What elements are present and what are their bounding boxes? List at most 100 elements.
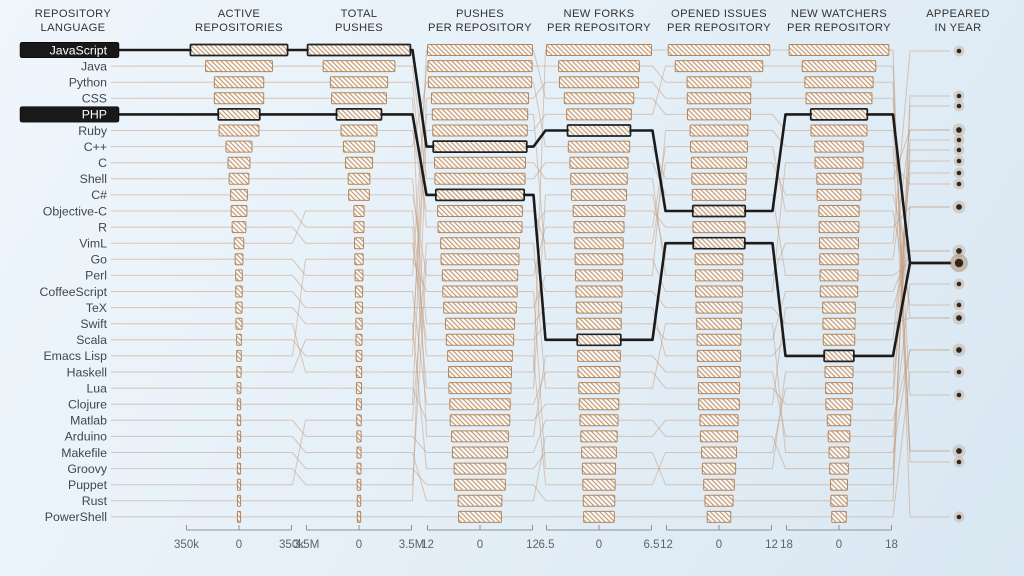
metric-bar[interactable]: [218, 124, 260, 137]
metric-bar[interactable]: [567, 140, 631, 153]
metric-bar[interactable]: [703, 478, 735, 491]
metric-bar[interactable]: [236, 333, 242, 346]
metric-bar[interactable]: [233, 237, 245, 250]
language-highlight-box[interactable]: [19, 106, 120, 123]
metric-bar[interactable]: [217, 108, 261, 121]
metric-bar[interactable]: [427, 76, 533, 89]
metric-bar[interactable]: [697, 366, 741, 378]
metric-bar[interactable]: [443, 301, 517, 314]
language-label[interactable]: Puppet: [68, 478, 108, 492]
metric-bar[interactable]: [236, 446, 242, 459]
metric-bar[interactable]: [788, 44, 890, 56]
metric-bar[interactable]: [824, 366, 854, 378]
metric-bar[interactable]: [205, 60, 273, 73]
metric-bar[interactable]: [819, 285, 859, 298]
metric-bar[interactable]: [355, 366, 363, 378]
language-label[interactable]: Emacs Lisp: [43, 349, 107, 363]
metric-bar[interactable]: [827, 430, 851, 443]
metric-bar[interactable]: [225, 140, 253, 153]
language-label[interactable]: TeX: [86, 301, 107, 315]
language-label[interactable]: JavaScript: [50, 43, 108, 57]
year-dot[interactable]: [953, 90, 965, 102]
metric-bar[interactable]: [355, 333, 363, 346]
metric-bar[interactable]: [434, 172, 526, 185]
metric-bar[interactable]: [213, 92, 265, 105]
language-label[interactable]: Go: [91, 253, 108, 267]
metric-bar[interactable]: [574, 237, 624, 250]
language-label[interactable]: Makefile: [61, 446, 107, 460]
metric-bar[interactable]: [453, 462, 507, 475]
metric-bar[interactable]: [583, 510, 615, 523]
metric-bar[interactable]: [227, 156, 251, 169]
metric-bar[interactable]: [578, 398, 620, 411]
metric-bar[interactable]: [674, 60, 764, 73]
language-label[interactable]: Clojure: [68, 398, 107, 412]
metric-bar[interactable]: [825, 398, 853, 411]
metric-bar[interactable]: [566, 124, 632, 137]
metric-bar[interactable]: [355, 301, 363, 314]
metric-bar[interactable]: [449, 398, 511, 411]
metric-bar[interactable]: [427, 44, 533, 56]
metric-bar[interactable]: [581, 462, 617, 475]
metric-bar[interactable]: [823, 349, 855, 363]
metric-bar[interactable]: [448, 382, 512, 395]
language-label[interactable]: Ruby: [78, 124, 108, 138]
metric-bar[interactable]: [347, 172, 371, 185]
year-dot[interactable]: [953, 178, 965, 190]
metric-bar[interactable]: [437, 221, 523, 234]
year-dot[interactable]: [952, 444, 966, 458]
metric-bar[interactable]: [818, 221, 860, 234]
metric-bar[interactable]: [686, 92, 752, 105]
metric-bar[interactable]: [690, 140, 748, 153]
year-dot[interactable]: [953, 366, 965, 378]
year-dot[interactable]: [952, 200, 966, 214]
year-dot[interactable]: [953, 278, 965, 290]
metric-bar[interactable]: [230, 205, 248, 217]
metric-bar[interactable]: [329, 76, 389, 89]
metric-bar[interactable]: [804, 76, 874, 89]
metric-bar[interactable]: [699, 430, 739, 443]
year-dot[interactable]: [953, 389, 965, 401]
metric-bar[interactable]: [581, 446, 617, 459]
metric-bar[interactable]: [356, 414, 362, 427]
metric-bar[interactable]: [576, 317, 622, 330]
metric-bar[interactable]: [696, 349, 742, 362]
metric-bar[interactable]: [444, 317, 516, 330]
language-label[interactable]: VimL: [79, 237, 107, 251]
language-label[interactable]: Scala: [76, 333, 107, 347]
metric-bar[interactable]: [701, 462, 737, 475]
metric-bar[interactable]: [706, 510, 732, 523]
language-label[interactable]: CSS: [82, 92, 107, 106]
metric-bar[interactable]: [236, 462, 242, 475]
metric-bar[interactable]: [566, 108, 632, 121]
year-dot[interactable]: [952, 311, 966, 325]
year-dot[interactable]: [953, 155, 965, 167]
metric-bar[interactable]: [667, 44, 771, 56]
language-label[interactable]: Haskell: [67, 365, 107, 379]
metric-bar[interactable]: [236, 366, 242, 378]
metric-bar[interactable]: [692, 236, 746, 250]
metric-bar[interactable]: [699, 414, 739, 427]
language-label[interactable]: Swift: [80, 317, 107, 331]
metric-bar[interactable]: [574, 253, 624, 266]
metric-bar[interactable]: [822, 333, 856, 346]
metric-bar[interactable]: [819, 253, 859, 266]
metric-bar[interactable]: [801, 60, 877, 73]
metric-bar[interactable]: [704, 494, 734, 507]
metric-bar[interactable]: [356, 478, 362, 491]
metric-bar[interactable]: [577, 366, 621, 378]
metric-bar[interactable]: [353, 205, 365, 217]
metric-bar[interactable]: [441, 269, 519, 282]
metric-bar[interactable]: [447, 349, 513, 362]
language-label[interactable]: Groovy: [67, 462, 107, 476]
year-dot[interactable]: [953, 167, 965, 179]
metric-bar[interactable]: [355, 382, 363, 395]
metric-bar[interactable]: [427, 60, 533, 73]
year-dot[interactable]: [952, 244, 966, 258]
metric-bar[interactable]: [691, 188, 747, 201]
metric-bar[interactable]: [356, 446, 362, 459]
metric-bar[interactable]: [701, 446, 737, 459]
metric-bar[interactable]: [579, 414, 619, 427]
metric-bar[interactable]: [575, 285, 623, 298]
year-dot[interactable]: [953, 456, 965, 468]
